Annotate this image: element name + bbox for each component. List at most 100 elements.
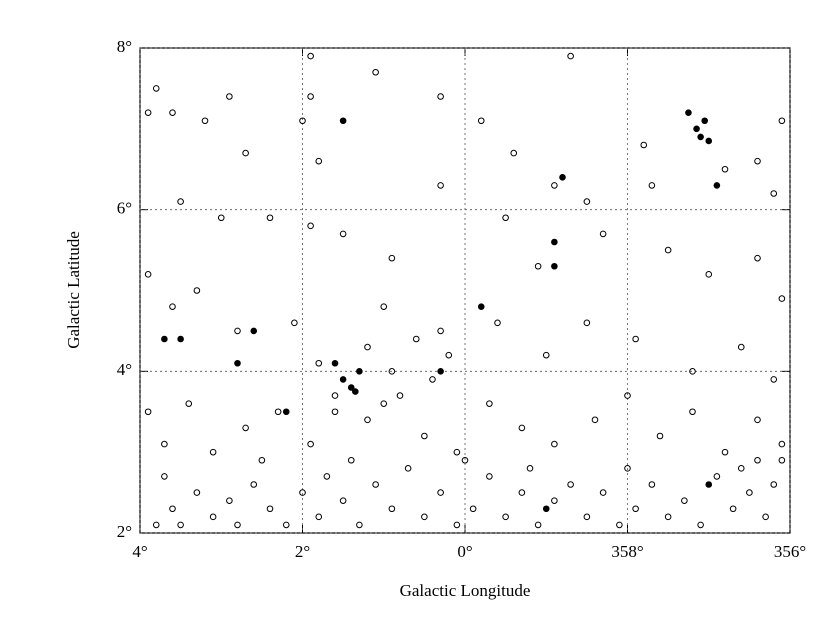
scatter-point: [437, 182, 444, 189]
scatter-point: [177, 335, 184, 343]
scatter-point: [380, 400, 388, 407]
scatter-point: [713, 473, 721, 480]
scatter-point: [315, 157, 323, 165]
scatter-point: [542, 505, 550, 513]
scatter-point: [518, 489, 526, 496]
scatter-point: [770, 376, 778, 383]
scatter-point: [746, 489, 753, 496]
scatter-point: [624, 465, 631, 472]
scatter-point: [632, 335, 639, 343]
scatter-point: [282, 521, 290, 529]
scatter-point: [169, 109, 176, 116]
scatter-point: [396, 392, 404, 399]
scatter-point: [307, 440, 314, 448]
scatter-point: [762, 513, 769, 521]
scatter-point: [307, 222, 314, 230]
scatter-point: [689, 368, 696, 375]
scatter-point: [632, 505, 639, 513]
scatter-point: [169, 303, 176, 310]
scatter-point: [721, 448, 729, 456]
scatter-point: [347, 384, 355, 391]
scatter-point: [372, 68, 379, 76]
scatter-point: [469, 505, 477, 513]
scatter-point: [754, 416, 761, 424]
scatter-point: [778, 295, 786, 302]
scatter-point: [226, 93, 233, 100]
scatter-point: [331, 392, 339, 399]
scatter-point: [323, 473, 331, 480]
scatter-point: [689, 408, 696, 416]
scatter-point: [226, 497, 233, 504]
scatter-point: [429, 376, 436, 383]
scatter-point: [234, 359, 241, 367]
scatter-point: [250, 481, 258, 488]
scatter-point: [502, 214, 509, 222]
scatter-point: [339, 376, 347, 383]
scatter-point: [624, 392, 631, 399]
scatter-point: [526, 465, 534, 472]
scatter-point: [477, 117, 485, 125]
scatter-point: [778, 117, 786, 125]
scatter-point: [648, 481, 656, 488]
scatter-point: [421, 432, 428, 440]
scatter-point: [685, 109, 692, 116]
scatter-point: [234, 521, 241, 529]
scatter-point: [567, 481, 574, 488]
scatter-point: [161, 473, 168, 480]
scatter-point: [551, 238, 558, 246]
scatter-point: [534, 262, 542, 270]
x-tick-label: 2°: [295, 542, 310, 561]
scatter-point: [778, 440, 786, 448]
scatter-point: [754, 254, 761, 262]
scatter-point: [502, 513, 509, 521]
scatter-point: [388, 254, 396, 262]
scatter-point: [542, 351, 550, 359]
x-tick-label: 356°: [774, 542, 806, 561]
scatter-point: [737, 465, 745, 472]
scatter-point: [274, 408, 282, 416]
scatter-point: [356, 521, 363, 529]
scatter-point: [193, 489, 201, 496]
scatter-point: [388, 368, 396, 375]
x-tick-label: 358°: [611, 542, 643, 561]
x-tick-label: 4°: [132, 542, 147, 561]
scatter-point: [778, 456, 786, 464]
scatter-point: [380, 303, 388, 310]
scatter-point: [258, 456, 266, 464]
scatter-point: [144, 408, 152, 416]
scatter-point: [583, 513, 591, 521]
scatter-point: [388, 505, 396, 513]
scatter-point: [339, 117, 347, 125]
y-tick-label: 6°: [117, 199, 132, 218]
scatter-point: [518, 424, 526, 432]
scatter-point: [737, 343, 745, 351]
scatter-point: [299, 489, 306, 496]
scatter-point: [664, 246, 672, 254]
scatter-point: [339, 497, 347, 504]
scatter-point: [266, 505, 274, 513]
scatter-point: [161, 440, 168, 448]
scatter-point: [477, 303, 485, 310]
scatter-point: [494, 319, 501, 327]
scatter-point: [266, 214, 274, 222]
scatter-point: [404, 465, 412, 472]
scatter-point: [307, 93, 314, 100]
y-tick-label: 2°: [117, 522, 132, 541]
scatter-point: [234, 327, 241, 335]
scatter-point: [754, 157, 761, 165]
scatter-point: [664, 513, 672, 521]
scatter-point: [705, 271, 713, 278]
scatter-point: [583, 319, 591, 327]
scatter-point: [697, 133, 704, 141]
scatter-point: [616, 521, 623, 529]
scatter-point: [364, 416, 371, 424]
scatter-point: [282, 408, 290, 416]
scatter-point: [599, 230, 607, 238]
y-axis-label: Galactic Latitude: [64, 231, 83, 349]
scatter-point: [315, 513, 323, 521]
scatter-point: [551, 182, 558, 189]
scatter-point: [656, 432, 664, 440]
scatter-point: [770, 190, 778, 197]
scatter-point: [352, 388, 359, 395]
